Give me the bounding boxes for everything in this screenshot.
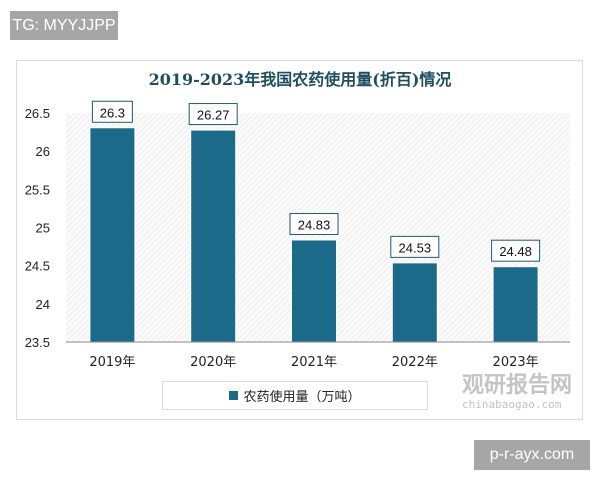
data-label-box bbox=[289, 212, 339, 235]
data-label: 24.83 bbox=[298, 217, 331, 232]
x-tick-label: 2023年 bbox=[493, 355, 539, 370]
x-tick-label: 2022年 bbox=[392, 355, 438, 370]
y-tick-label: 24 bbox=[36, 297, 50, 312]
legend: 农药使用量（万吨） bbox=[162, 381, 428, 410]
data-label: 24.53 bbox=[399, 240, 432, 255]
data-label-box bbox=[390, 235, 440, 258]
x-tick-label: 2020年 bbox=[190, 355, 236, 370]
x-tick-label: 2019年 bbox=[89, 355, 135, 370]
y-tick-label: 26 bbox=[36, 144, 50, 159]
x-tick-label: 2021年 bbox=[291, 355, 337, 370]
legend-label: 农药使用量（万吨） bbox=[243, 390, 361, 405]
data-label-box bbox=[91, 100, 133, 123]
site-watermark: p-r-ayx.com bbox=[474, 440, 590, 470]
y-tick-label: 26.5 bbox=[25, 106, 50, 121]
legend-swatch bbox=[229, 391, 239, 400]
bar bbox=[292, 240, 336, 342]
tg-watermark: TG: MYYJJPP bbox=[10, 11, 118, 40]
y-tick-label: 23.5 bbox=[25, 335, 50, 350]
data-label-box bbox=[491, 239, 541, 262]
y-tick-label: 25 bbox=[36, 221, 50, 236]
data-label-box bbox=[188, 103, 238, 126]
bar bbox=[90, 128, 135, 342]
data-label: 26.27 bbox=[197, 108, 230, 123]
bar bbox=[392, 263, 437, 342]
bar bbox=[191, 130, 236, 342]
data-label: 24.48 bbox=[499, 244, 532, 259]
y-tick-label: 24.5 bbox=[25, 259, 50, 274]
bar bbox=[493, 267, 538, 342]
y-tick-label: 25.5 bbox=[25, 182, 50, 197]
chart-title: 2019-2023年我国农药使用量(折百)情况 bbox=[148, 70, 452, 89]
chart-frame bbox=[16, 60, 583, 420]
data-label: 26.3 bbox=[100, 105, 125, 120]
